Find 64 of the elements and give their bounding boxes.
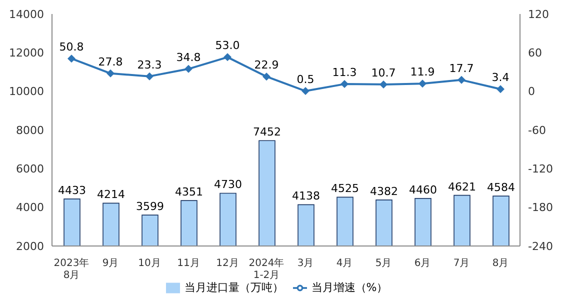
x-tick-label: 11月 bbox=[177, 258, 200, 269]
x-tick-label: 8月 bbox=[492, 258, 509, 269]
x-tick-label: 4月 bbox=[336, 258, 353, 269]
point bbox=[224, 53, 232, 62]
data-label: 10.7 bbox=[371, 66, 396, 80]
y2-tick-label: -240 bbox=[528, 240, 553, 253]
point bbox=[340, 80, 348, 88]
data-label: 53.0 bbox=[215, 39, 240, 52]
data-label: 4382 bbox=[370, 184, 398, 198]
y2-tick-label: -180 bbox=[528, 201, 553, 214]
data-label: 22.9 bbox=[254, 58, 279, 72]
point bbox=[418, 80, 426, 88]
x-tick-label: 2023年 8月 bbox=[54, 257, 90, 281]
point bbox=[184, 64, 192, 73]
data-label: 34.8 bbox=[176, 50, 201, 64]
data-label: 4351 bbox=[175, 186, 203, 199]
point bbox=[106, 69, 114, 78]
y2-tick-label: 120 bbox=[528, 8, 549, 21]
point bbox=[458, 76, 466, 84]
data-label: 4730 bbox=[214, 178, 242, 192]
y2-tick-label: 0 bbox=[528, 85, 535, 98]
legend-label: 当月增速（%） bbox=[311, 281, 388, 294]
point bbox=[146, 72, 154, 80]
data-label: 11.3 bbox=[332, 66, 357, 80]
data-label: 3599 bbox=[136, 200, 164, 214]
point bbox=[380, 80, 388, 88]
x-tick-label: 6月 bbox=[414, 258, 431, 269]
data-label: 11.9 bbox=[410, 66, 435, 79]
point bbox=[302, 87, 310, 96]
x-tick-label: 2024年 1-2月 bbox=[248, 257, 284, 281]
data-label: 27.8 bbox=[98, 55, 123, 68]
y-tick-label: 14000 bbox=[9, 8, 44, 21]
data-label: 17.7 bbox=[449, 62, 474, 75]
data-label: 4584 bbox=[487, 181, 515, 194]
y2-tick-label: -120 bbox=[528, 162, 553, 176]
y-tick-label: 2000 bbox=[16, 240, 44, 253]
y-tick-label: 4000 bbox=[16, 201, 44, 214]
x-tick-label: 3月 bbox=[297, 258, 314, 269]
x-tick-label: 10月 bbox=[138, 258, 161, 269]
x-tick-label: 12月 bbox=[216, 258, 239, 269]
data-label: 4621 bbox=[448, 180, 476, 194]
data-label: 4138 bbox=[292, 190, 320, 203]
point bbox=[496, 85, 504, 94]
data-label: 0.5 bbox=[296, 73, 314, 86]
y-tick-label: 8000 bbox=[16, 124, 44, 137]
x-tick-label: 5月 bbox=[375, 258, 392, 269]
point bbox=[68, 54, 76, 63]
y2-tick-label: -60 bbox=[528, 124, 546, 137]
data-label: 7452 bbox=[253, 126, 281, 139]
y-tick-label: 10000 bbox=[9, 85, 44, 98]
data-label: 4214 bbox=[97, 188, 125, 202]
data-label: 4433 bbox=[58, 184, 86, 197]
y2-tick-label: 60 bbox=[528, 46, 542, 60]
data-label: 4525 bbox=[331, 182, 359, 196]
data-label: 4460 bbox=[409, 183, 437, 196]
y-tick-label: 12000 bbox=[9, 46, 44, 60]
data-label: 50.8 bbox=[59, 40, 84, 54]
data-label: 23.3 bbox=[137, 58, 162, 72]
legend-label: 当月进口量（万吨） bbox=[184, 281, 284, 294]
data-label: 3.4 bbox=[492, 71, 510, 84]
point bbox=[262, 72, 270, 81]
x-tick-label: 9月 bbox=[102, 258, 119, 269]
x-tick-label: 7月 bbox=[453, 258, 470, 269]
y-tick-label: 6000 bbox=[16, 162, 44, 176]
